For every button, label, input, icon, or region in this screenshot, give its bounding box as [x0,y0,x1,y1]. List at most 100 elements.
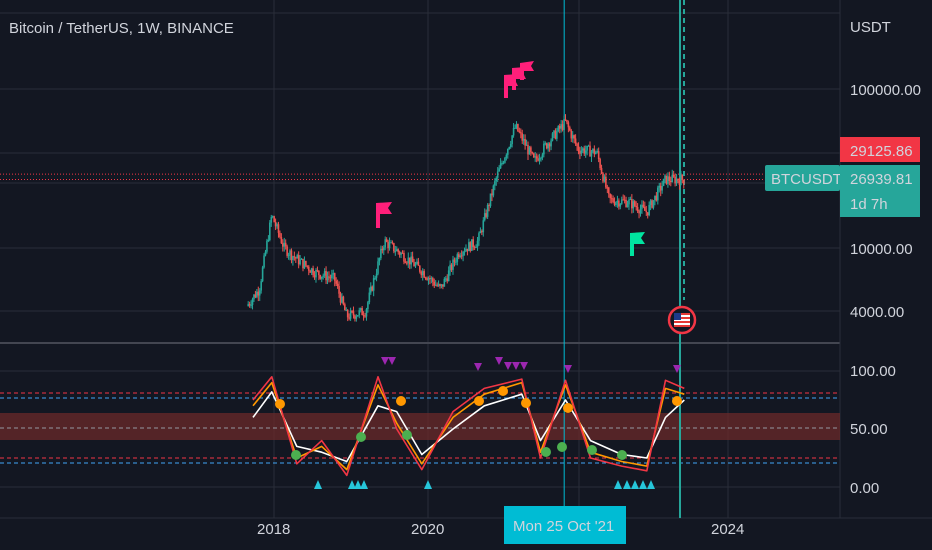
candle-body [299,259,301,265]
candle-body [519,132,522,134]
candle-body [339,293,342,303]
candle-body [322,275,324,277]
candle-body [457,254,460,257]
candle-body [654,195,656,201]
candle-body [465,248,467,252]
oscillator-grid [0,370,840,488]
candle-body [336,283,339,287]
candle-body [514,127,516,129]
candle-body [328,276,330,278]
candle-body [632,201,635,209]
candle-body [628,199,630,205]
candle-body [662,178,665,186]
candle-body [573,135,575,139]
candle-body [297,255,300,265]
candle-body [315,269,317,278]
candle-body [680,175,682,186]
candle-body [574,138,577,144]
candle-body [472,239,474,247]
candle-body [674,176,676,184]
candle-body [521,133,524,141]
candle-body [332,273,335,275]
candle-body [293,256,296,258]
oscillator-dots [275,386,682,460]
candle-body [586,145,588,151]
candle-body [341,296,343,303]
candle-body [284,242,287,247]
candle-body [597,151,600,160]
candle-body [279,232,281,238]
candle-body [271,216,274,218]
candle-body [273,216,275,223]
candle-body [619,203,622,207]
candle-body [633,201,636,206]
candle-body [352,311,355,316]
candle-body [563,119,565,130]
candle-body [414,263,417,267]
candle-body [261,267,264,282]
candle-body [286,246,288,256]
candle-body [309,270,312,273]
candle-body [631,199,633,209]
candle-body [260,281,262,291]
candle-body [508,146,511,149]
candle-body [589,145,591,157]
price-tick-label: 100000.00 [850,82,921,99]
candle-body [250,304,252,306]
current-symbol-label: BTCUSDT [771,171,842,188]
candle-body [579,151,581,154]
candle-body [410,256,412,265]
candle-body [424,277,427,279]
candle-body [515,123,518,128]
candle-body [437,284,440,286]
candle-body [569,127,571,131]
candle-body [600,168,603,174]
candle-body [528,147,531,155]
candle-body [665,175,668,184]
candle-body [543,143,545,155]
candle-body [607,187,610,194]
candle-body [669,181,672,183]
candle-body [620,199,623,204]
candle-body [566,120,568,123]
candle-body [306,265,309,267]
candle-body [560,124,562,129]
candle-body [372,278,375,291]
candle-body [602,173,604,182]
crosshair-time-label: Mon 25 Oct '21 [513,518,614,535]
candle-body [411,256,414,263]
candle-body [312,268,314,276]
candle-body [380,248,382,259]
candle-body [682,179,685,184]
candle-body [247,304,249,307]
candle-body [395,249,398,252]
oscillator-series-line [252,376,685,477]
candle-body [502,162,505,164]
candle-body [518,131,521,133]
candle-body [369,286,372,293]
candle-body [429,278,431,280]
candle-body [453,259,456,262]
candle-body [302,258,304,269]
candle-body [527,144,529,155]
candle-body [290,250,293,260]
candle-body [675,178,678,184]
candle-body [661,185,663,191]
candle-body [561,124,564,130]
us-flag-event-icon[interactable] [667,305,697,335]
candle-body [404,261,407,263]
candle-body [469,242,472,251]
candle-body [525,144,528,146]
candle-body [466,248,469,252]
candle-body [440,284,443,287]
time-tick-label: 2018 [257,521,290,538]
candle-body [655,195,658,201]
candle-body [499,163,502,169]
candle-body [478,233,480,241]
candle-body [460,255,463,257]
candle-body [344,304,346,311]
candle-body [401,252,404,254]
candle-body [594,152,597,155]
oscillator-levels [0,392,840,464]
